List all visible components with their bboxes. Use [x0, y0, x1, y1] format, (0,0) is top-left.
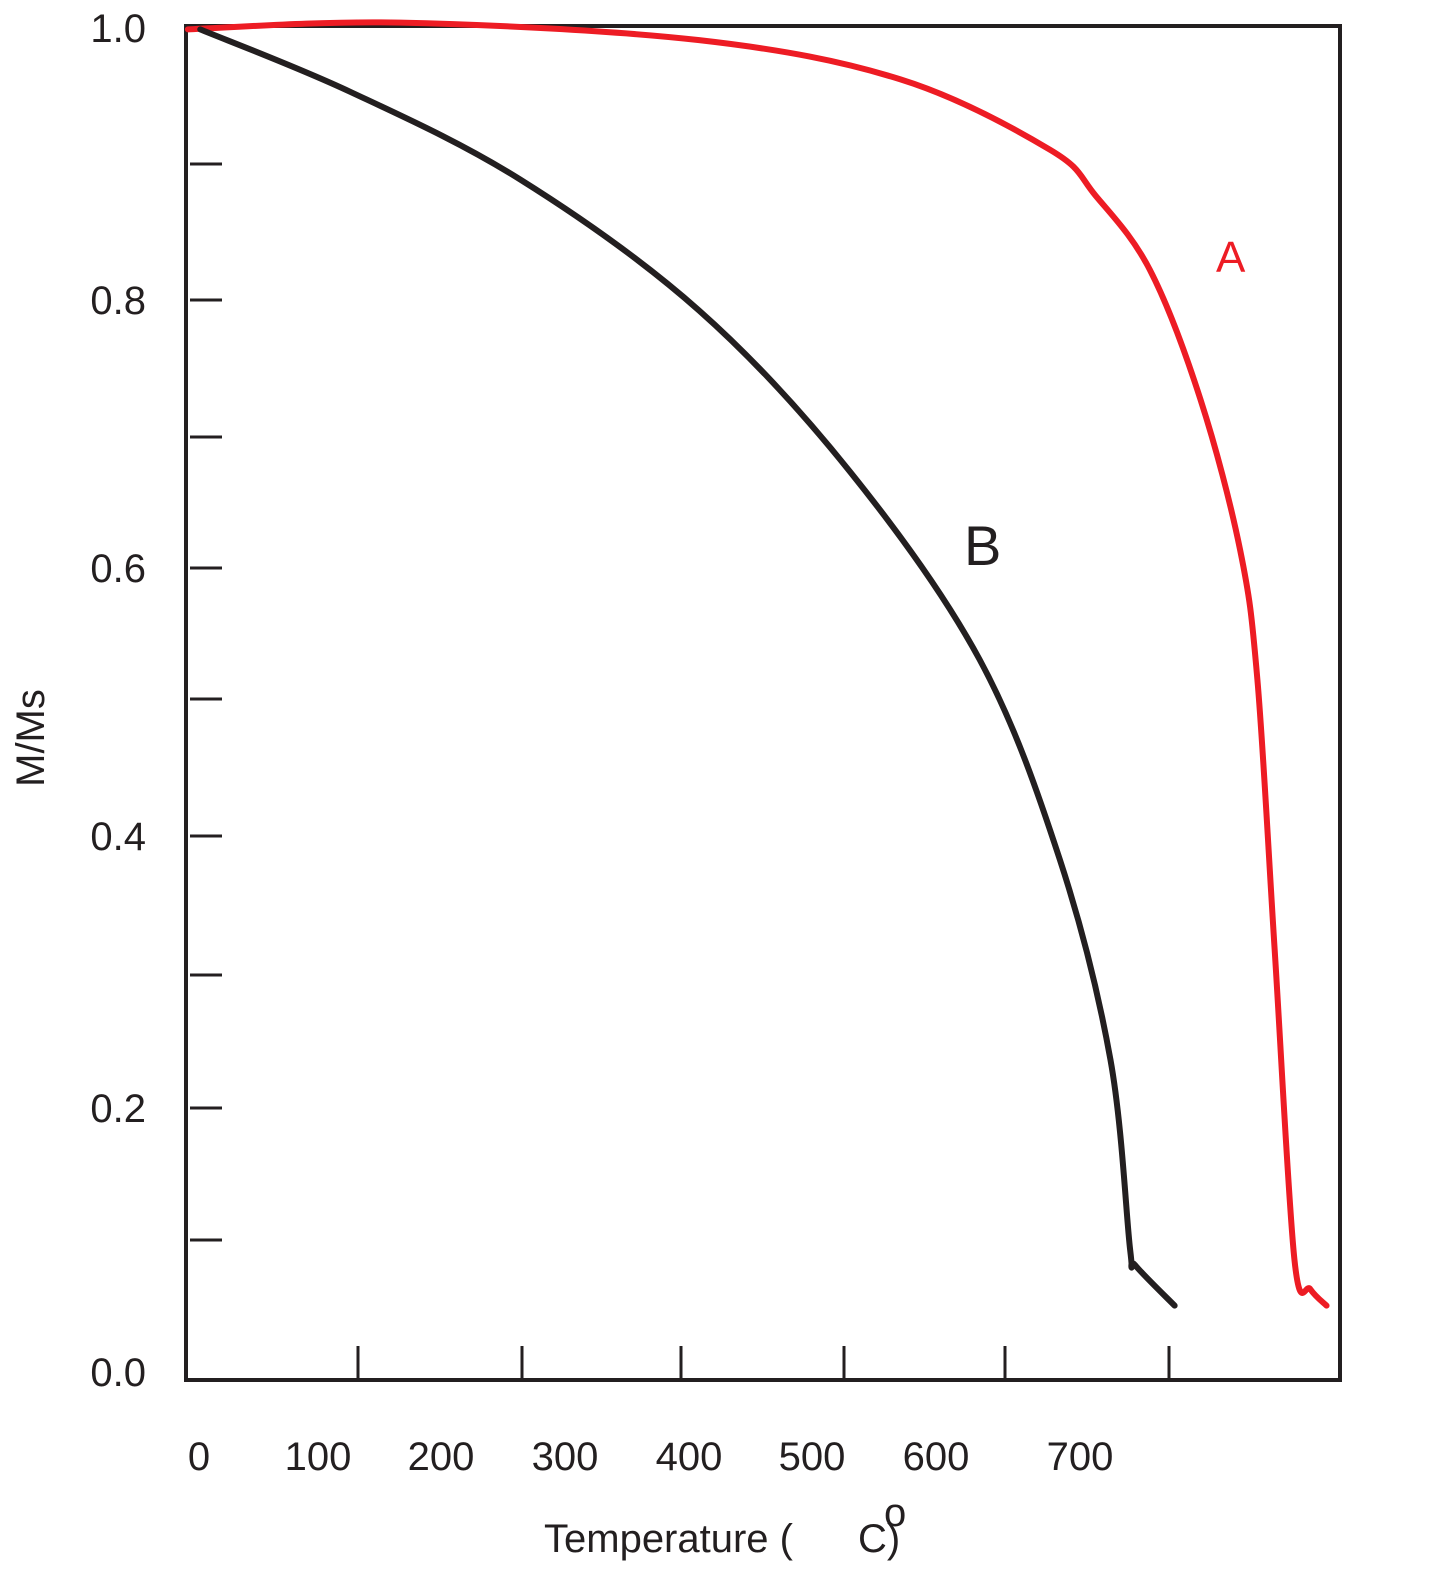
- x-tick-label: 100: [285, 1435, 352, 1479]
- series-line-b: [197, 26, 1178, 1309]
- y-tick-label: 1.0: [90, 7, 146, 51]
- x-tick-label: 700: [1047, 1435, 1114, 1479]
- x-tick-label: 200: [408, 1435, 475, 1479]
- y-tick-label: 0.0: [90, 1351, 146, 1395]
- y-tick-label: 0.2: [90, 1087, 146, 1131]
- series-line-a: [184, 19, 1330, 1309]
- plot-frame: [184, 24, 1342, 1382]
- y-tick-label: 0.6: [90, 547, 146, 591]
- x-axis-unit: C): [858, 1517, 900, 1561]
- x-tick-label: 300: [532, 1435, 599, 1479]
- y-tick-label: 0.4: [90, 815, 146, 859]
- y-tick-label: 0.8: [90, 279, 146, 323]
- x-axis-degree: o: [884, 1491, 906, 1535]
- x-tick-label: 0: [188, 1435, 210, 1479]
- y-axis-label: M/Ms: [9, 689, 53, 787]
- x-axis-label: Temperature (: [544, 1517, 794, 1561]
- x-tick-label: 400: [656, 1435, 723, 1479]
- x-tick-label: 600: [903, 1435, 970, 1479]
- series-label-a: A: [1216, 233, 1246, 282]
- x-tick-label: 500: [779, 1435, 846, 1479]
- series-label-b: B: [964, 514, 1001, 577]
